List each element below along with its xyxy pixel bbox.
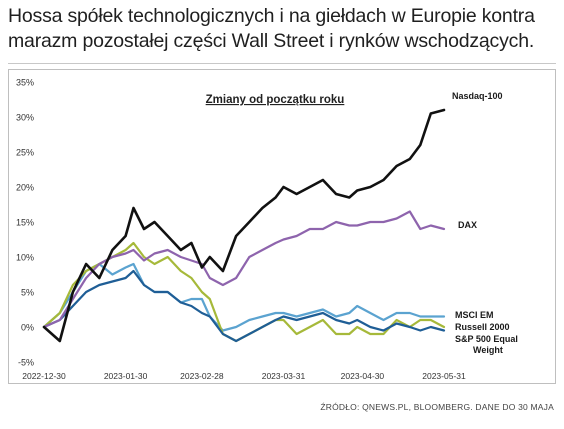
y-tick-label: 15%	[16, 218, 34, 228]
x-tick-label: 2023-05-31	[422, 371, 466, 381]
y-tick-label: 10%	[16, 253, 34, 263]
series-lines	[42, 108, 446, 343]
y-tick-label: 30%	[16, 113, 34, 123]
series-label: S&P 500 Equal Weight	[455, 334, 518, 355]
y-axis: -5% 0% 5% 10% 15% 20% 25% 30% 35%	[16, 78, 34, 368]
x-tick-label: 2022-12-30	[22, 371, 66, 381]
series-labels: Nasdaq-100 DAX MSCI EM Russell 2000 S&P 500 …	[452, 91, 518, 355]
series-line-nasdaq-100	[42, 108, 446, 343]
chart-frame	[8, 69, 556, 384]
x-tick-label: 2023-02-28	[180, 371, 224, 381]
series-line-russell-2000	[42, 241, 446, 343]
headline-line-2: marazm pozostałej części Wall Street i r…	[8, 30, 535, 52]
series-label: Russell 2000	[455, 322, 510, 332]
series-line-s-p-500-equal-weight	[42, 269, 446, 343]
source-note: ŹRÓDŁO: QNEWS.PL, BLOOMBERG. DANE DO 30 …	[320, 402, 554, 412]
x-tick-label: 2023-04-30	[341, 371, 385, 381]
headline: Hossa spółek technologicznych i na giełd…	[8, 4, 556, 54]
series-line-msci-em	[42, 262, 446, 332]
y-tick-label: 25%	[16, 148, 34, 158]
headline-divider	[8, 63, 556, 64]
series-line-dax	[42, 210, 446, 329]
x-axis: 2022-12-30 2023-01-30 2023-02-28 2023-03-31…	[22, 371, 466, 381]
x-tick-label: 2023-01-30	[104, 371, 148, 381]
headline-line-1: Hossa spółek technologicznych i na giełd…	[8, 5, 535, 27]
series-label: MSCI EM	[455, 310, 494, 320]
y-tick-label: -5%	[18, 358, 34, 368]
y-tick-label: 5%	[21, 288, 34, 298]
chart-title: Zmiany od początku roku	[206, 94, 345, 106]
series-label: DAX	[458, 220, 477, 230]
y-tick-label: 35%	[16, 78, 34, 88]
y-tick-label: 20%	[16, 183, 34, 193]
y-tick-label: 0%	[21, 323, 34, 333]
x-tick-label: 2023-03-31	[262, 371, 306, 381]
series-label: Nasdaq-100	[452, 91, 503, 101]
